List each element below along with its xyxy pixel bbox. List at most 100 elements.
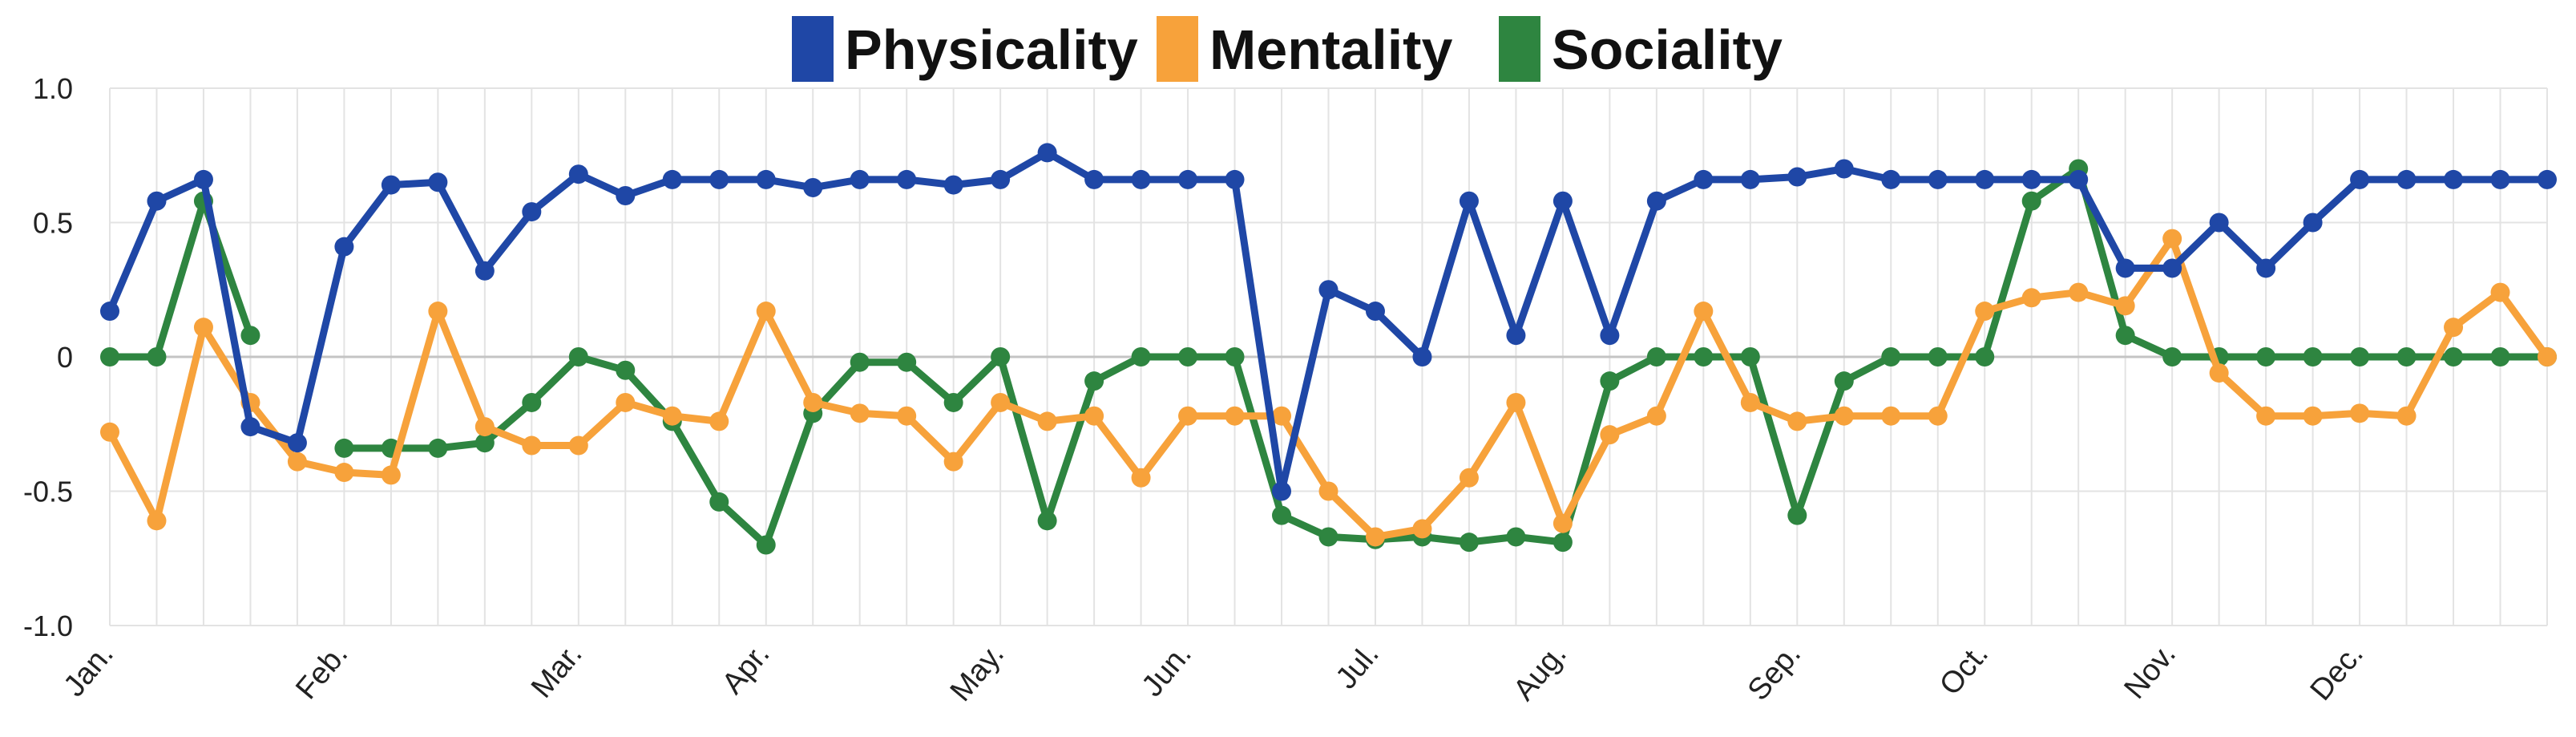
x-tick-label: Mar.: [525, 638, 589, 705]
x-tick-label: Nov.: [2118, 638, 2182, 706]
legend-item-mentality: Mentality: [1157, 16, 1452, 82]
x-tick-label: Apr.: [716, 638, 777, 701]
data-point-physicality: [1084, 169, 1104, 189]
data-point-physicality: [2256, 258, 2276, 278]
data-point-mentality: [522, 435, 542, 456]
data-point-physicality: [943, 175, 963, 195]
data-point-mentality: [1646, 406, 1666, 426]
series-physicality: [100, 143, 2557, 501]
y-axis: 1.0 0.5 0 -0.5 -1.0: [23, 72, 73, 642]
data-point-physicality: [1506, 326, 1526, 346]
legend-swatch: [1499, 16, 1540, 82]
data-point-mentality: [1037, 411, 1057, 431]
data-point-mentality: [193, 318, 213, 338]
x-tick-label: Jan.: [58, 638, 120, 703]
data-point-physicality: [1787, 167, 1807, 187]
x-tick-label: Sep.: [1742, 638, 1807, 707]
data-point-physicality: [147, 191, 167, 211]
data-point-sociality: [756, 535, 776, 555]
data-point-physicality: [1225, 169, 1245, 189]
data-point-physicality: [1037, 143, 1057, 163]
data-point-sociality: [1834, 371, 1854, 391]
data-point-physicality: [428, 172, 448, 192]
data-point-physicality: [1928, 169, 1948, 189]
series-line-sociality: [106, 197, 254, 361]
x-tick-label: May.: [944, 638, 1011, 708]
data-point-physicality: [1694, 169, 1714, 189]
data-point-sociality: [1459, 533, 1479, 553]
data-point-sociality: [991, 347, 1011, 366]
data-point-sociality: [897, 352, 917, 372]
data-point-physicality: [2350, 169, 2370, 189]
x-tick-label: Dec.: [2304, 638, 2370, 707]
data-point-mentality: [756, 302, 776, 322]
data-point-sociality: [616, 360, 636, 380]
data-point-mentality: [1787, 411, 1807, 431]
data-point-mentality: [1131, 468, 1151, 488]
data-point-mentality: [568, 435, 588, 456]
data-point-sociality: [1787, 505, 1807, 525]
y-tick-label: 1.0: [33, 72, 73, 105]
data-point-physicality: [2069, 169, 2089, 189]
legend-swatch: [792, 16, 834, 82]
data-point-mentality: [2021, 288, 2041, 308]
data-point-physicality: [568, 164, 588, 184]
data-point-mentality: [1272, 406, 1292, 426]
grid: [109, 87, 2548, 626]
data-point-mentality: [334, 463, 354, 483]
data-point-mentality: [1459, 468, 1479, 488]
legend-label: Physicality: [845, 18, 1138, 81]
data-point-sociality: [2162, 347, 2182, 366]
data-point-mentality: [2209, 363, 2229, 383]
data-point-physicality: [1272, 481, 1292, 501]
data-point-mentality: [1600, 425, 1620, 445]
data-point-sociality: [1272, 505, 1292, 525]
data-point-mentality: [1928, 406, 1948, 426]
data-point-physicality: [1834, 159, 1854, 179]
data-point-sociality: [100, 347, 119, 366]
data-point-sociality: [2396, 347, 2417, 366]
data-point-physicality: [1412, 347, 1432, 366]
data-point-sociality: [474, 433, 495, 453]
data-point-mentality: [850, 403, 870, 423]
data-point-sociality: [1881, 347, 1901, 366]
y-tick-label: -1.0: [23, 609, 73, 642]
data-point-sociality: [850, 352, 870, 372]
data-point-sociality: [1694, 347, 1714, 366]
data-point-mentality: [616, 392, 636, 412]
data-point-sociality: [1225, 347, 1245, 366]
data-point-physicality: [287, 433, 307, 453]
data-point-mentality: [1412, 519, 1432, 539]
data-point-sociality: [334, 438, 354, 458]
data-point-sociality: [428, 438, 448, 458]
data-point-sociality: [568, 347, 588, 366]
data-point-physicality: [1552, 191, 1573, 211]
x-tick-label: Oct.: [1933, 638, 1995, 702]
data-point-physicality: [897, 169, 917, 189]
data-point-mentality: [1225, 406, 1245, 426]
data-point-mentality: [474, 417, 495, 437]
data-point-sociality: [1552, 533, 1573, 553]
data-point-mentality: [2538, 347, 2557, 366]
y-tick-label: -0.5: [23, 476, 73, 508]
data-point-physicality: [991, 169, 1011, 189]
data-point-mentality: [2256, 406, 2276, 426]
data-point-sociality: [1506, 527, 1526, 547]
data-point-sociality: [2350, 347, 2370, 366]
legend-label: Sociality: [1552, 18, 1783, 81]
data-point-sociality: [147, 347, 167, 366]
data-point-mentality: [991, 392, 1011, 412]
data-point-physicality: [1975, 169, 1995, 189]
data-point-mentality: [709, 411, 729, 431]
data-point-physicality: [2021, 169, 2041, 189]
data-point-sociality: [2115, 326, 2135, 346]
data-point-mentality: [2162, 229, 2182, 249]
data-point-mentality: [1365, 527, 1385, 547]
data-point-sociality: [1178, 347, 1198, 366]
data-point-sociality: [1928, 347, 1948, 366]
data-point-mentality: [1740, 392, 1760, 412]
legend-swatch: [1157, 16, 1198, 82]
data-point-mentality: [1694, 302, 1714, 322]
data-point-physicality: [474, 261, 495, 281]
